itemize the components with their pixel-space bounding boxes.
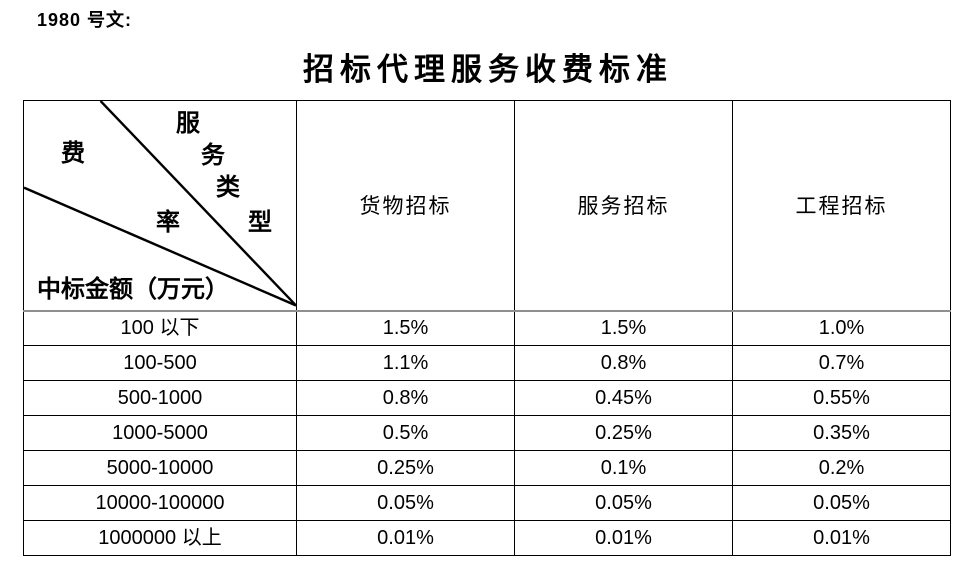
cell-goods: 0.8%	[296, 380, 515, 416]
cell-works: 0.35%	[732, 415, 951, 451]
cell-services: 0.01%	[514, 520, 733, 556]
row-label: 1000-5000	[23, 415, 297, 451]
cell-services: 0.8%	[514, 345, 733, 381]
page-title: 招标代理服务收费标准	[303, 52, 673, 87]
diagonal-divider-lines	[24, 101, 296, 307]
corner-label-service-char-3: 类	[216, 175, 240, 201]
column-header-works: 工程招标	[732, 100, 951, 312]
row-label: 1000000 以上	[23, 520, 297, 556]
row-label: 5000-10000	[23, 450, 297, 486]
cell-services: 0.1%	[514, 450, 733, 486]
cell-services: 0.05%	[514, 485, 733, 521]
cell-services: 0.45%	[514, 380, 733, 416]
table-header-row: 费 服 务 类 型 率 中标金额（万元） 货物招标 服务招标 工程招标	[23, 100, 951, 312]
doc-ref: 1980 号文:	[37, 10, 133, 30]
row-label: 100 以下	[23, 310, 297, 346]
table-row-7: 1000000 以上 0.01% 0.01% 0.01%	[23, 520, 951, 556]
table-row-1: 100 以下 1.5% 1.5% 1.0%	[23, 310, 951, 346]
table-row-6: 10000-100000 0.05% 0.05% 0.05%	[23, 485, 951, 521]
cell-works: 1.0%	[732, 310, 951, 346]
table-row-4: 1000-5000 0.5% 0.25% 0.35%	[23, 415, 951, 451]
cell-services: 1.5%	[514, 310, 733, 346]
corner-label-fee: 费	[61, 141, 85, 167]
corner-label-service-char-1: 服	[176, 111, 200, 137]
cell-works: 0.55%	[732, 380, 951, 416]
cell-works: 0.2%	[732, 450, 951, 486]
table-row-3: 500-1000 0.8% 0.45% 0.55%	[23, 380, 951, 416]
cell-goods: 0.5%	[296, 415, 515, 451]
cell-goods: 0.05%	[296, 485, 515, 521]
row-label: 10000-100000	[23, 485, 297, 521]
row-label: 100-500	[23, 345, 297, 381]
cell-goods: 1.5%	[296, 310, 515, 346]
corner-label-rate: 率	[156, 210, 180, 236]
cell-goods: 0.01%	[296, 520, 515, 556]
corner-label-amount: 中标金额（万元）	[37, 277, 229, 303]
corner-label-service-char-4: 型	[248, 210, 272, 236]
cell-goods: 0.25%	[296, 450, 515, 486]
table-corner-cell: 费 服 务 类 型 率 中标金额（万元）	[23, 100, 297, 312]
table-row-5: 5000-10000 0.25% 0.1% 0.2%	[23, 450, 951, 486]
cell-goods: 1.1%	[296, 345, 515, 381]
cell-works: 0.01%	[732, 520, 951, 556]
column-header-services: 服务招标	[514, 100, 733, 312]
table-row-2: 100-500 1.1% 0.8% 0.7%	[23, 345, 951, 381]
cell-works: 0.05%	[732, 485, 951, 521]
fee-table: 费 服 务 类 型 率 中标金额（万元） 货物招标 服务招标 工程招标 100 …	[23, 100, 951, 556]
cell-services: 0.25%	[514, 415, 733, 451]
cell-works: 0.7%	[732, 345, 951, 381]
corner-label-service-char-2: 务	[201, 143, 225, 169]
column-header-goods: 货物招标	[296, 100, 515, 312]
row-label: 500-1000	[23, 380, 297, 416]
